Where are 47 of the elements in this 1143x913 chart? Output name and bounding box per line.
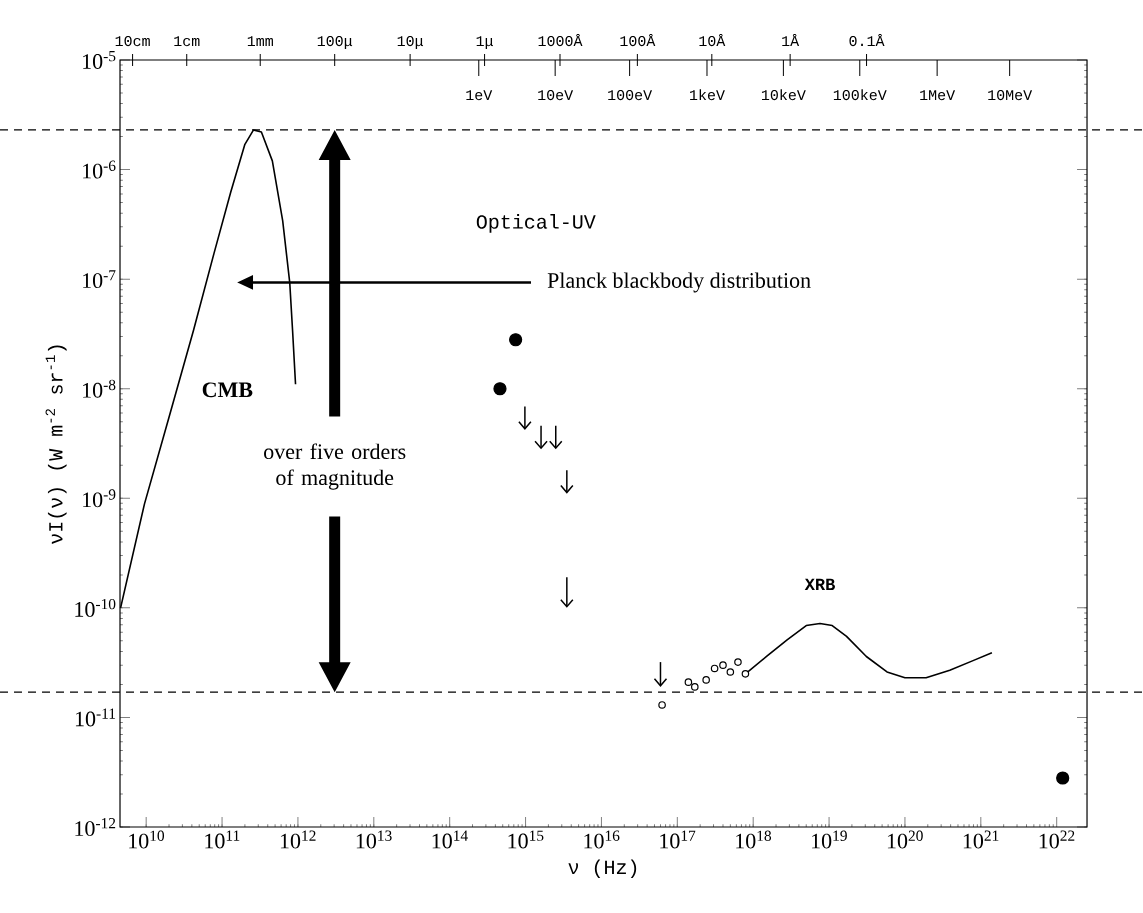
text: XRB: [804, 578, 835, 590]
x-tick-label: 10$^{15}$: [508, 830, 544, 849]
x-tick-label: 10$^{12}$: [280, 830, 316, 849]
text: 1cm: [174, 36, 200, 47]
y-tick-label: 10$^{-5}$: [83, 51, 116, 69]
text: 1Å: [782, 34, 800, 47]
series-label: CMB: [202, 382, 253, 398]
annotation: Optical-UV: [476, 214, 596, 233]
text: 1mm: [247, 36, 273, 47]
annotation: Planck blackbody distribution: [547, 272, 811, 293]
text: 1μ: [476, 36, 493, 50]
x-tick-label: 10$^{18}$: [736, 830, 772, 849]
text: 10μ: [397, 35, 424, 50]
x-tick-label: 10$^{11}$: [205, 830, 240, 849]
annotation: 1keV: [690, 89, 725, 101]
y-axis-title: νI(ν) (W m$^{-2}$ sr$^{-1}$): [45, 345, 67, 544]
annotation: 100eV: [608, 89, 653, 101]
annotation: 10MeV: [988, 89, 1033, 101]
y-tick-label: 10$^{-7}$: [83, 270, 116, 289]
y-tick-label: 10$^{-11}$: [75, 708, 116, 727]
text: 10cm: [115, 35, 150, 47]
annotation: 10eV: [538, 89, 574, 101]
y-tick-label: 10$^{-12}$: [75, 818, 116, 836]
x-tick-label: 10$^{14}$: [432, 830, 468, 849]
y-tick-label: 10$^{-6}$: [83, 160, 116, 179]
text: 0.1Å: [849, 34, 885, 47]
annotation: 100keV: [833, 89, 887, 101]
x-tick-label: 10$^{21}$: [963, 830, 999, 849]
x-tick-label: 10$^{19}$: [812, 830, 847, 849]
x-tick-label: 10$^{20}$: [887, 830, 923, 849]
x-axis-title: ν (Hz): [568, 859, 637, 879]
annotation: 10keV: [761, 89, 806, 101]
x-tick-label: 10$^{16}$: [584, 830, 620, 849]
x-tick-label: 10$^{22}$: [1039, 830, 1075, 849]
x-tick-label: 10$^{13}$: [356, 830, 392, 849]
y-tick-label: 10$^{-8}$: [83, 379, 116, 398]
text: 1000Å: [538, 34, 583, 47]
y-tick-label: 10$^{-9}$: [83, 489, 116, 508]
annotation: 1eV: [466, 90, 493, 101]
text: 10Å: [699, 34, 726, 47]
text: 100Å: [620, 34, 656, 47]
x-tick-label: 10$^{17}$: [660, 830, 696, 849]
y-tick-label: 10$^{-10}$: [75, 598, 116, 617]
annotation: 1MeV: [920, 90, 956, 101]
annotation: over five orders of magnitude: [264, 443, 406, 490]
text: 100μ: [317, 35, 353, 50]
x-tick-label: 10$^{10}$: [129, 830, 165, 849]
